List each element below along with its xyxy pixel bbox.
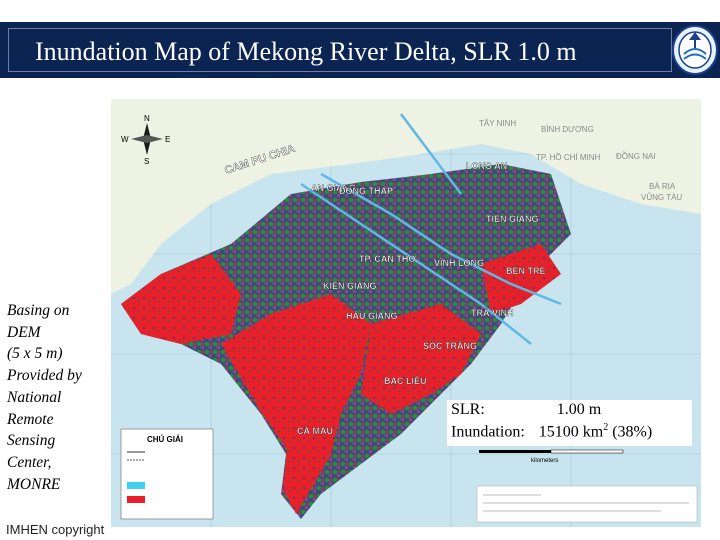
compass-cross bbox=[131, 135, 163, 143]
compass-e: E bbox=[165, 135, 170, 144]
inundation-label: Inundation: bbox=[451, 423, 525, 441]
title-bar: Inundation Map of Mekong River Delta, SL… bbox=[0, 22, 720, 78]
side-note-line: Sensing bbox=[7, 432, 56, 450]
label-vung-tau: VŨNG TÀU bbox=[641, 193, 682, 202]
label-an-giang: AN GIANG bbox=[311, 183, 356, 193]
slr-value: 1.00 m bbox=[556, 401, 602, 418]
label-hau-giang: HẬU GIANG bbox=[346, 310, 398, 321]
slr-label: SLR: bbox=[451, 401, 485, 418]
legend-swatch-flood bbox=[127, 496, 145, 503]
compass-s: S bbox=[144, 157, 149, 166]
label-dong-thap: ĐỒNG THÁP bbox=[339, 185, 393, 196]
legend-swatch-river bbox=[127, 482, 145, 489]
inundation-unit-sup: 2 bbox=[603, 422, 609, 433]
compass-n: N bbox=[144, 114, 150, 123]
label-dong-nai: ĐỒNG NAI bbox=[616, 151, 656, 161]
side-note-line: National bbox=[7, 388, 62, 406]
map-note-box bbox=[476, 485, 698, 523]
inundation-south bbox=[361, 304, 481, 414]
neighbour-land bbox=[111, 99, 701, 294]
compass: N S E W bbox=[121, 114, 170, 166]
label-kien-giang: KIÊN GIANG bbox=[323, 280, 377, 291]
inundation-camau bbox=[221, 294, 371, 514]
label-ca-mau: CÀ MAU bbox=[297, 426, 333, 436]
compass-w: W bbox=[121, 135, 129, 144]
title-frame: Inundation Map of Mekong River Delta, SL… bbox=[8, 28, 672, 72]
label-ho-chi-minh: TP. HỒ CHÍ MINH bbox=[536, 152, 601, 162]
label-ba-ria: BÀ RỊA bbox=[649, 182, 676, 191]
label-tay-ninh: TÂY NINH bbox=[479, 119, 516, 128]
inundation-info-box: SLR: 1.00 m Inundation: 15100 km2 (38%) bbox=[447, 400, 692, 446]
scale-unit: kilometers bbox=[531, 458, 558, 464]
inundation-row: Inundation: 15100 km2 (38%) bbox=[451, 422, 652, 441]
legend-title: CHÚ GIẢI bbox=[147, 435, 183, 444]
copyright-footer: IMHEN copyright bbox=[6, 522, 105, 537]
inundation-west bbox=[121, 254, 241, 344]
label-can-tho: TP. CẦN THƠ bbox=[359, 254, 416, 264]
data-source-note: Basing on DEM (5 x 5 m) Provided by Nati… bbox=[7, 300, 99, 495]
slr-row: SLR: 1.00 m bbox=[451, 401, 601, 419]
label-tien-giang: TIỀN GIANG bbox=[486, 214, 539, 224]
inundation-value: 15100 km bbox=[538, 423, 604, 441]
inundation-map: CAM PU CHIA AN GIANG ĐỒNG THÁP LONG AN T… bbox=[101, 94, 704, 532]
label-bac-lieu: BẠC LIÊU bbox=[384, 375, 427, 386]
institute-logo bbox=[672, 25, 718, 75]
label-tra-vinh: TRÀ VINH bbox=[471, 308, 514, 318]
label-soc-trang: SÓC TRĂNG bbox=[423, 340, 477, 351]
label-ben-tre: BẾN TRE bbox=[506, 266, 546, 276]
map-legend: CHÚ GIẢI bbox=[120, 428, 214, 520]
inundation-east bbox=[481, 244, 561, 314]
slide-title: Inundation Map of Mekong River Delta, SL… bbox=[35, 37, 577, 66]
river-lines bbox=[300, 113, 562, 345]
side-note-line: Center, bbox=[7, 453, 52, 471]
label-long-an: LONG AN bbox=[466, 161, 507, 171]
map-note-lines bbox=[483, 494, 689, 512]
label-vinh-long: VĨNH LONG bbox=[434, 258, 484, 268]
side-note-line: Remote bbox=[7, 410, 54, 428]
label-binh-duong: BÌNH DƯƠNG bbox=[541, 125, 594, 134]
inundation-percent: (38%) bbox=[608, 423, 653, 441]
side-note-line: Provided by bbox=[7, 367, 82, 385]
side-note-line: Basing on bbox=[7, 302, 70, 319]
side-note-line: DEM bbox=[7, 323, 41, 341]
side-note-line: (5 x 5 m) bbox=[7, 345, 63, 363]
side-note-line: MONRE bbox=[7, 475, 61, 493]
